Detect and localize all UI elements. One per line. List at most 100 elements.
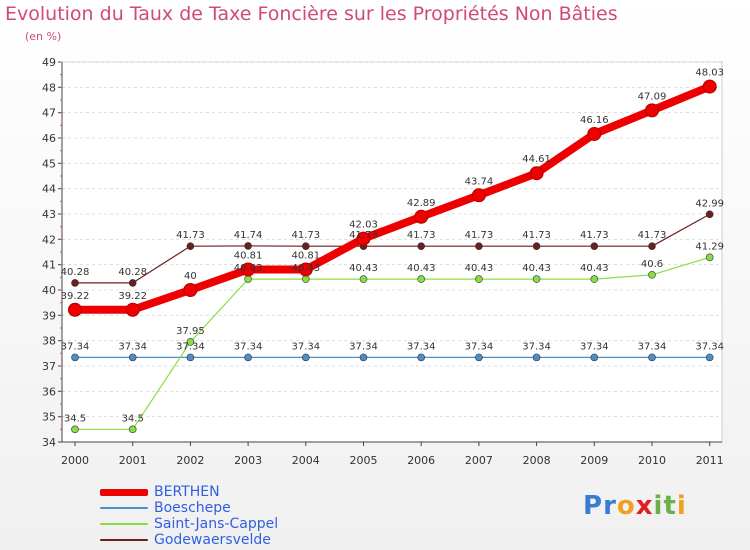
data-label-berthen: 40.81 [234,250,263,261]
data-label-berthen: 40.81 [291,250,320,261]
data-point-saint-jans-cappel [417,275,426,283]
logo-letter: x [635,491,654,521]
y-tick-label: 44 [42,183,56,196]
data-point-boeschepe [186,353,195,362]
data-label-boeschepe: 37.34 [61,341,90,352]
x-tick-label: 2009 [580,454,608,467]
data-point-saint-jans-cappel [71,425,79,434]
data-point-boeschepe [301,353,310,362]
data-point-godewaersvelde [186,242,195,250]
y-tick-label: 38 [42,335,56,348]
data-label-boeschepe: 37.34 [522,341,551,352]
legend-label: Saint-Jans-Cappel [154,516,279,532]
data-point-berthen [414,209,429,224]
data-label-saint-jans-cappel: 37.95 [176,326,205,337]
data-label-godewaersvelde: 41.73 [638,230,667,241]
data-label-godewaersvelde: 40.28 [118,267,147,278]
data-point-boeschepe [705,353,714,362]
data-point-saint-jans-cappel [301,275,310,283]
data-point-boeschepe [128,353,137,362]
data-label-berthen: 48.03 [695,68,724,79]
series-line-godewaersvelde [74,213,711,284]
data-label-berthen: 44.61 [522,154,551,165]
y-tick-label: 47 [42,107,56,120]
data-point-boeschepe [532,353,541,362]
data-label-godewaersvelde: 41.73 [580,230,609,241]
series-line-saint-jans-cappel [74,256,711,430]
data-point-godewaersvelde [475,242,483,250]
x-tick-label: 2005 [350,454,378,467]
y-tick-label: 39 [42,309,56,322]
logo-letter: i [653,491,664,521]
data-point-godewaersvelde [705,210,714,219]
x-tick-label: 2011 [696,454,724,467]
data-point-berthen [298,262,313,277]
y-axis-unit: (en %) [25,30,62,43]
data-label-saint-jans-cappel: 40.43 [407,263,436,274]
y-tick-label: 49 [42,56,56,69]
data-label-godewaersvelde: 41.73 [349,230,378,241]
data-point-berthen [529,166,544,181]
y-tick-label: 36 [42,385,56,398]
data-point-godewaersvelde [301,242,310,250]
x-tick-label: 2004 [292,454,320,467]
y-tick-label: 37 [42,360,56,373]
legend-swatch [100,523,148,525]
y-tick-label: 41 [42,259,56,272]
proxiti-logo: Proxiti [583,491,687,521]
data-label-saint-jans-cappel: 40.43 [522,263,551,274]
legend-item-berthen: BERTHEN [100,484,278,500]
y-tick-label: 42 [42,233,56,246]
logo-letter: r [603,491,617,521]
data-point-saint-jans-cappel [244,275,252,283]
logo-letter: i [676,491,687,521]
data-point-boeschepe [71,353,79,362]
data-point-berthen [356,231,371,246]
data-point-saint-jans-cappel [705,253,714,262]
data-label-saint-jans-cappel: 34.5 [64,413,86,424]
logo-letter: P [583,491,604,521]
data-label-boeschepe: 37.34 [118,341,147,352]
data-label-saint-jans-cappel: 40.43 [234,263,263,274]
data-point-berthen [471,188,486,203]
data-point-boeschepe [475,353,483,362]
legend-swatch [100,539,148,541]
data-label-godewaersvelde: 41.73 [291,230,320,241]
data-point-berthen [241,262,256,277]
data-label-boeschepe: 37.34 [176,341,205,352]
y-tick-label: 40 [42,284,56,297]
data-point-berthen [183,283,198,297]
data-label-boeschepe: 37.34 [465,341,494,352]
logo-letter: t [663,491,677,521]
chart-title: Evolution du Taux de Taxe Foncière sur l… [5,3,618,25]
data-label-berthen: 42.03 [349,220,378,231]
legend-label: Boeschepe [154,500,231,516]
data-label-berthen: 39.22 [61,291,90,302]
data-point-godewaersvelde [590,242,599,250]
data-label-boeschepe: 37.34 [407,341,436,352]
data-label-godewaersvelde: 40.28 [61,267,90,278]
legend-swatch [100,488,148,496]
data-label-saint-jans-cappel: 41.29 [695,241,724,252]
data-label-saint-jans-cappel: 40.43 [580,263,609,274]
data-point-berthen [587,126,602,141]
y-tick-label: 43 [42,208,56,221]
data-label-godewaersvelde: 42.99 [695,198,724,209]
data-point-boeschepe [590,353,599,362]
data-label-berthen: 47.09 [638,91,667,102]
data-point-berthen [645,103,659,118]
data-point-saint-jans-cappel [590,275,599,283]
data-label-boeschepe: 37.34 [580,341,609,352]
x-tick-label: 2002 [176,454,204,467]
data-point-godewaersvelde [71,279,79,287]
data-point-saint-jans-cappel [359,275,368,283]
x-tick-label: 2001 [119,454,147,467]
data-label-boeschepe: 37.34 [234,341,263,352]
x-tick-label: 2008 [523,454,551,467]
y-tick-label: 45 [42,157,56,170]
data-label-godewaersvelde: 41.73 [522,230,551,241]
data-point-berthen [125,302,140,317]
data-point-saint-jans-cappel [128,425,137,434]
